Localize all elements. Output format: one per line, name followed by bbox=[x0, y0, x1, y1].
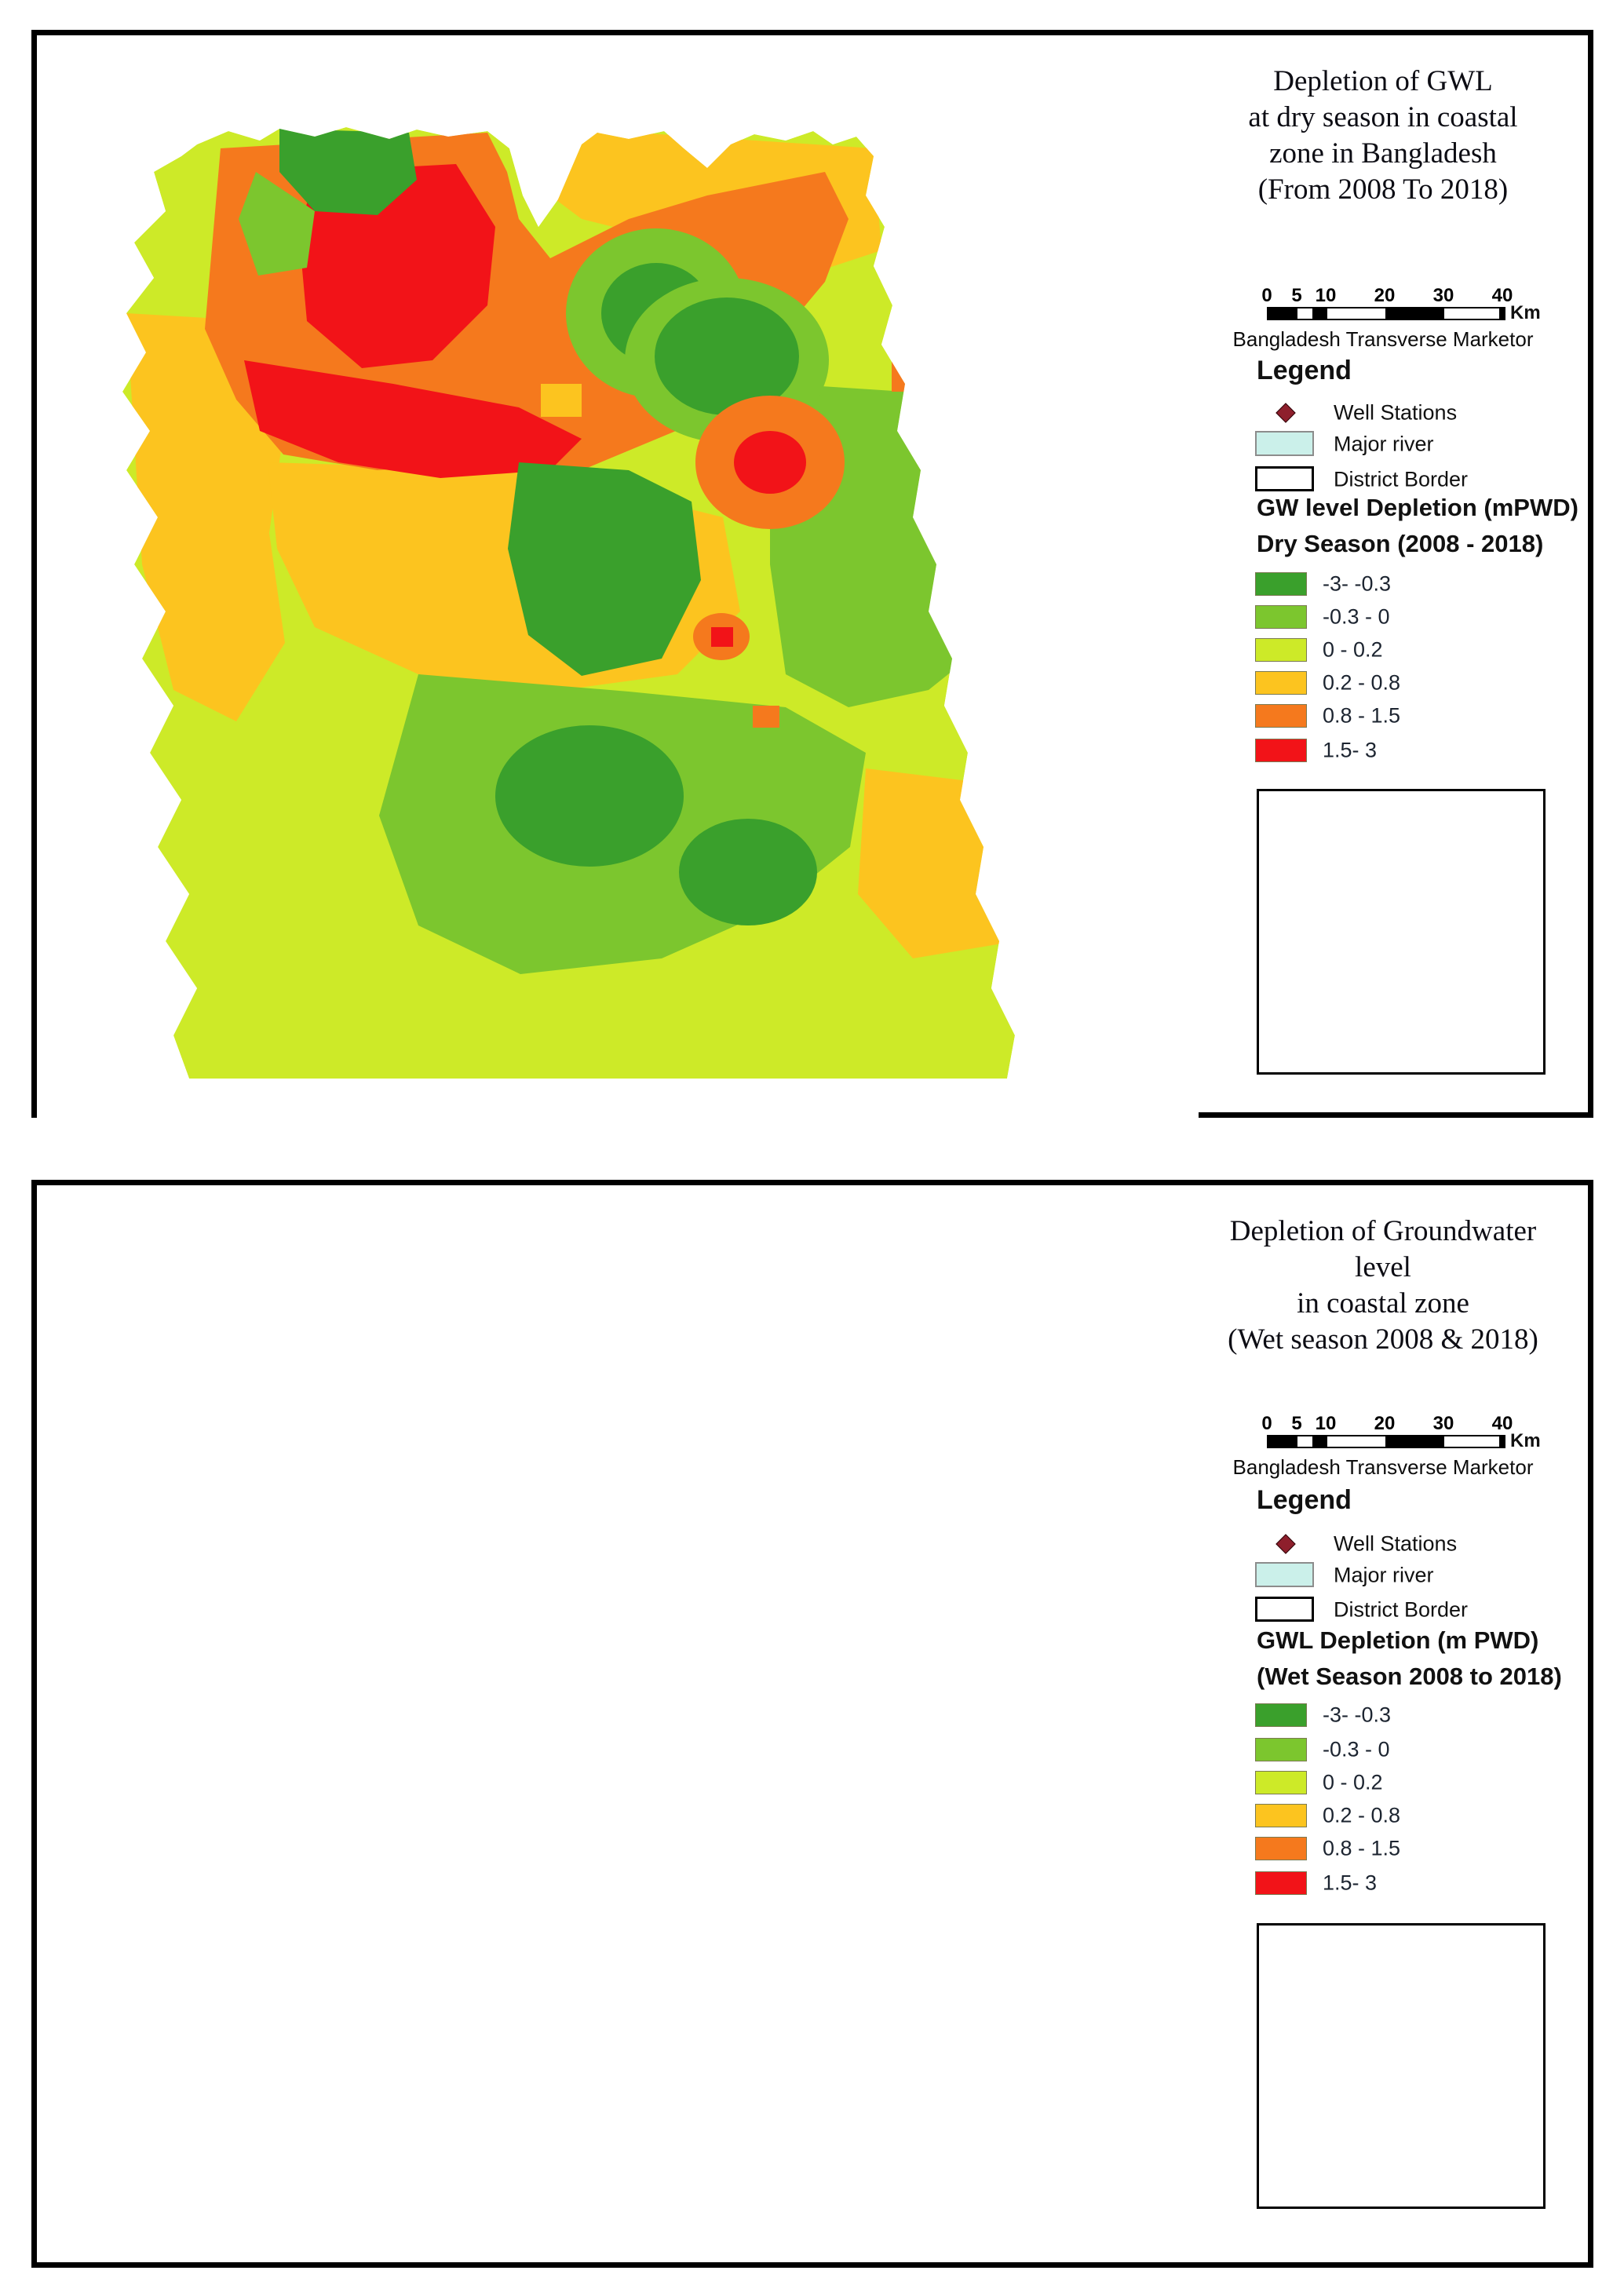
projection-label: Bangladesh Transverse Marketor bbox=[1232, 327, 1534, 351]
scale-segment bbox=[1327, 308, 1385, 319]
class-swatch bbox=[1255, 1871, 1307, 1895]
scale-tick: 20 bbox=[1374, 1413, 1396, 1434]
class-swatch bbox=[1255, 638, 1307, 662]
class-label: 0 - 0.2 bbox=[1323, 1770, 1383, 1794]
classes-heading-2: (Wet Season 2008 to 2018) bbox=[1257, 1663, 1562, 1690]
class-swatch bbox=[1255, 739, 1307, 762]
scale-tick: 30 bbox=[1432, 1413, 1454, 1434]
district-border-swatch bbox=[1255, 1597, 1314, 1622]
title-line: at dry season in coastal bbox=[1248, 101, 1518, 133]
class-label: -0.3 - 0 bbox=[1323, 604, 1390, 629]
scale-tick: 40 bbox=[1491, 285, 1513, 306]
class-label: -3- -0.3 bbox=[1323, 571, 1392, 596]
title-line: Depletion of Groundwater level bbox=[1229, 1215, 1537, 1283]
river-swatch bbox=[1255, 431, 1314, 456]
class-label: 0.8 - 1.5 bbox=[1323, 703, 1401, 728]
scale-tick: 40 bbox=[1491, 1413, 1513, 1434]
legend-heading: Legend bbox=[1257, 356, 1352, 385]
scale-segment bbox=[1385, 1436, 1444, 1447]
scale-segment bbox=[1268, 308, 1297, 319]
scale-bar-graphic bbox=[1267, 1435, 1505, 1448]
class-swatch bbox=[1255, 605, 1307, 629]
scale-segment bbox=[1327, 1436, 1385, 1447]
wet-season-map-panel: Depletion of Groundwater level in coasta… bbox=[31, 1180, 1593, 2268]
scale-unit: Km bbox=[1510, 1430, 1541, 1451]
scale-tick: 10 bbox=[1315, 285, 1337, 306]
scale-segment bbox=[1385, 308, 1444, 319]
river-swatch bbox=[1255, 1562, 1314, 1587]
scale-bar-numbers: 0 5 10 20 30 40 bbox=[1261, 285, 1526, 306]
scale-tick: 5 bbox=[1291, 285, 1302, 306]
scale-segment bbox=[1312, 1436, 1327, 1447]
wet-map-title: Depletion of Groundwater level in coasta… bbox=[1199, 1214, 1567, 1358]
class-label: 1.5- 3 bbox=[1323, 1871, 1378, 1895]
title-line: (Wet season 2008 & 2018) bbox=[1228, 1323, 1538, 1356]
well-station-icon bbox=[1275, 403, 1296, 423]
title-line: zone in Bangladesh bbox=[1269, 137, 1497, 170]
scale-segment bbox=[1443, 1436, 1505, 1447]
class-label: 0 - 0.2 bbox=[1323, 637, 1383, 662]
classes-heading-2: Dry Season (2008 - 2018) bbox=[1257, 530, 1544, 557]
scale-unit: Km bbox=[1510, 302, 1541, 323]
scale-tick: 30 bbox=[1432, 285, 1454, 306]
well-station-icon bbox=[1275, 1534, 1296, 1554]
class-swatch bbox=[1255, 1703, 1307, 1727]
scale-tick: 20 bbox=[1374, 285, 1396, 306]
class-swatch bbox=[1255, 572, 1307, 596]
class-swatch bbox=[1255, 1804, 1307, 1827]
dry-season-map-panel: Depletion of GWL at dry season in coasta… bbox=[31, 30, 1593, 1123]
classes-heading-1: GW level Depletion (mPWD) bbox=[1257, 494, 1578, 521]
class-label: 0.2 - 0.8 bbox=[1323, 670, 1401, 695]
class-swatch bbox=[1255, 704, 1307, 728]
scale-segment bbox=[1297, 308, 1312, 319]
dry-map-title: Depletion of GWL at dry season in coasta… bbox=[1199, 64, 1567, 208]
class-label: 0.2 - 0.8 bbox=[1323, 1803, 1401, 1827]
projection-label: Bangladesh Transverse Marketor bbox=[1232, 1455, 1534, 1479]
scale-segment bbox=[1268, 1436, 1297, 1447]
class-swatch bbox=[1255, 1738, 1307, 1761]
inset-map-svg bbox=[1259, 791, 1543, 1072]
title-line: in coastal zone bbox=[1297, 1287, 1469, 1320]
dry-season-map bbox=[37, 35, 1199, 1123]
class-label: 1.5- 3 bbox=[1323, 738, 1378, 762]
district-border-swatch bbox=[1255, 466, 1314, 491]
scale-segment bbox=[1443, 308, 1505, 319]
class-label: -3- -0.3 bbox=[1323, 1703, 1392, 1727]
scale-tick: 10 bbox=[1315, 1413, 1337, 1434]
scale-bar: 0 5 10 20 30 40 Km bbox=[1261, 285, 1540, 332]
class-label: 0.8 - 1.5 bbox=[1323, 1836, 1401, 1860]
legend-item-label: Well Stations bbox=[1334, 400, 1458, 425]
scale-segment bbox=[1297, 1436, 1312, 1447]
scale-tick: 5 bbox=[1291, 1413, 1302, 1434]
scale-segment bbox=[1312, 308, 1327, 319]
scale-tick: 0 bbox=[1261, 1413, 1272, 1434]
bangladesh-inset-map bbox=[1257, 1923, 1546, 2209]
scale-bar-graphic bbox=[1267, 307, 1505, 320]
title-line: Depletion of GWL bbox=[1273, 65, 1493, 97]
legend-item-label: District Border bbox=[1334, 1597, 1469, 1622]
class-label: -0.3 - 0 bbox=[1323, 1737, 1390, 1761]
title-line: (From 2008 To 2018) bbox=[1257, 173, 1509, 206]
wet-season-map bbox=[37, 1185, 1199, 2273]
scale-bar: 0 5 10 20 30 40 Km bbox=[1261, 1413, 1540, 1460]
bangladesh-inset-map bbox=[1257, 789, 1546, 1075]
class-swatch bbox=[1255, 671, 1307, 695]
legend-item-label: Well Stations bbox=[1334, 1531, 1458, 1556]
legend-item-label: Major river bbox=[1334, 432, 1434, 456]
legend-heading: Legend bbox=[1257, 1485, 1352, 1515]
legend-item-label: District Border bbox=[1334, 467, 1469, 491]
inset-map-svg bbox=[1259, 1926, 1543, 2207]
scale-tick: 0 bbox=[1261, 285, 1272, 306]
class-swatch bbox=[1255, 1771, 1307, 1794]
legend-item-label: Major river bbox=[1334, 1563, 1434, 1587]
map-canvas bbox=[122, 127, 1015, 1079]
scale-bar-numbers: 0 5 10 20 30 40 bbox=[1261, 1413, 1526, 1434]
class-swatch bbox=[1255, 1837, 1307, 1860]
classes-heading-1: GWL Depletion (m PWD) bbox=[1257, 1626, 1539, 1654]
